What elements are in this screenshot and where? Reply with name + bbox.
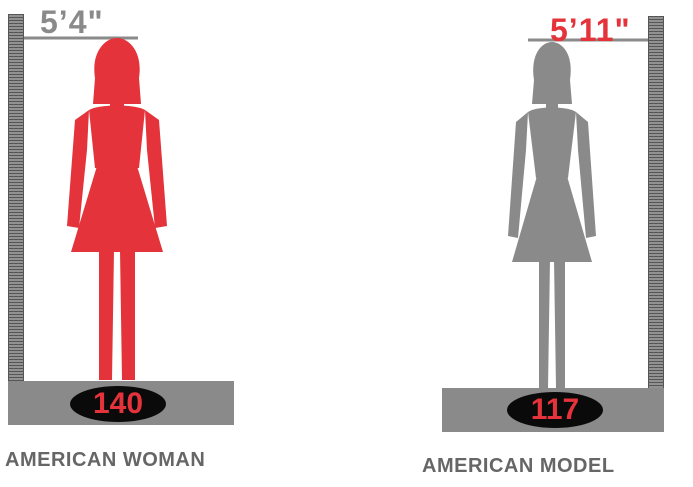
model-caption: AMERICAN MODEL bbox=[422, 455, 615, 477]
woman-weight-badge: 140 bbox=[70, 386, 166, 422]
model-height-ruler bbox=[648, 16, 664, 392]
woman-height-ruler bbox=[8, 14, 24, 384]
woman-scale-svg bbox=[8, 14, 234, 425]
woman-height-label: 5’4" bbox=[40, 4, 104, 40]
american-model-panel: 5’11" 117 AMERICAN MODEL bbox=[400, 0, 693, 487]
woman-caption: AMERICAN WOMAN bbox=[5, 449, 206, 471]
woman-silhouette-icon bbox=[67, 38, 167, 380]
model-silhouette-shape bbox=[508, 42, 596, 388]
model-height-label: 5’11" bbox=[550, 12, 631, 48]
american-woman-panel: 5’4" 140 AMERICAN WOMAN bbox=[0, 0, 260, 487]
woman-ruler-ticks bbox=[9, 15, 23, 380]
woman-silhouette-shape bbox=[67, 38, 167, 380]
model-silhouette-icon bbox=[508, 42, 596, 388]
model-weight-badge: 117 bbox=[507, 392, 603, 428]
model-ruler-ticks bbox=[649, 17, 663, 388]
